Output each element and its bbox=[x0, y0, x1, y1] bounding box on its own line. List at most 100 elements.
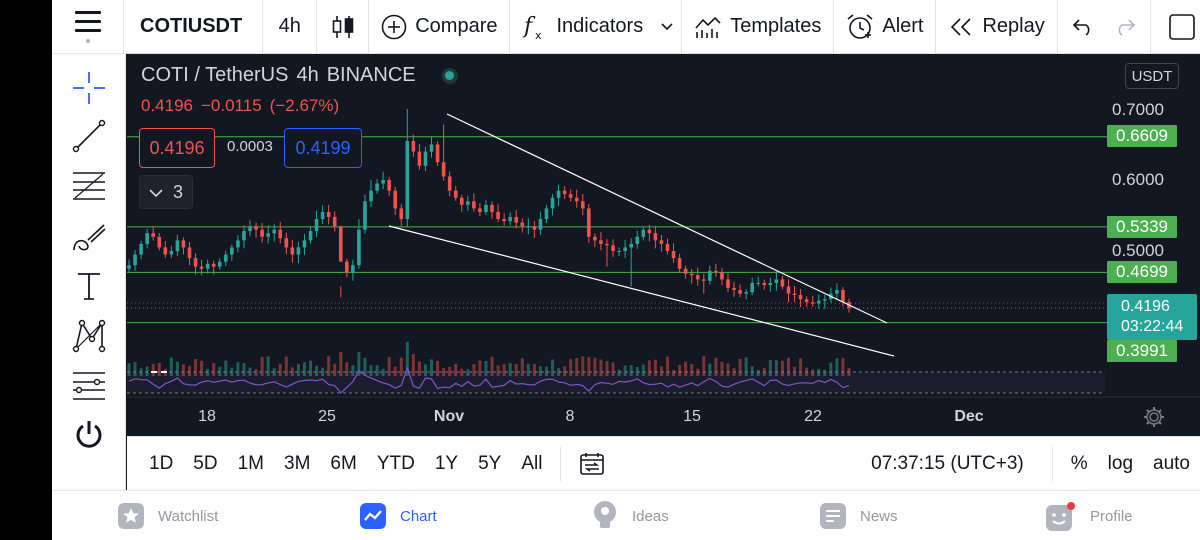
wedge-lower-trendline bbox=[388, 225, 895, 357]
volume-bar bbox=[357, 352, 361, 376]
clock-timezone[interactable]: 07:37:15 (UTC+3) bbox=[871, 452, 1024, 474]
range-6m[interactable]: 6M bbox=[330, 452, 357, 474]
power-tool[interactable] bbox=[52, 414, 126, 454]
range-1y[interactable]: 1Y bbox=[434, 452, 459, 474]
redo-button[interactable] bbox=[1104, 0, 1151, 54]
range-5y[interactable]: 5Y bbox=[478, 452, 502, 474]
level-label[interactable]: 0.5339 bbox=[1107, 216, 1177, 238]
volume-bar bbox=[466, 369, 470, 376]
candle-body bbox=[587, 208, 591, 237]
nav-ideas[interactable]: Ideas bbox=[592, 491, 669, 540]
volume-bar bbox=[327, 356, 331, 376]
text-tool[interactable] bbox=[52, 266, 126, 306]
volume-bar bbox=[581, 356, 585, 376]
nav-watchlist[interactable]: Watchlist bbox=[118, 491, 218, 540]
legend-exchange: BINANCE bbox=[326, 64, 416, 86]
chart-canvas[interactable] bbox=[127, 54, 1200, 436]
volume-bar bbox=[659, 366, 663, 376]
level-label[interactable]: 0.4699 bbox=[1107, 261, 1177, 283]
candle-body bbox=[792, 293, 797, 296]
range-ytd[interactable]: YTD bbox=[376, 452, 415, 474]
candle-body bbox=[127, 265, 131, 269]
volume-bar bbox=[702, 356, 706, 376]
candle-body bbox=[647, 229, 652, 234]
volume-bar bbox=[532, 363, 536, 376]
indicators-collapse-button[interactable]: 3 bbox=[139, 175, 193, 209]
trendline-tool[interactable] bbox=[52, 116, 126, 156]
chart-type-button[interactable] bbox=[317, 0, 370, 54]
volume-bar bbox=[490, 356, 494, 376]
left-strip bbox=[0, 0, 52, 540]
replay-button[interactable]: Replay bbox=[936, 0, 1058, 54]
volume-bar bbox=[133, 362, 137, 376]
x-tick-label: 15 bbox=[683, 408, 701, 425]
volume-bar bbox=[575, 357, 579, 376]
volume-bar bbox=[793, 366, 797, 376]
candle-body bbox=[338, 226, 343, 262]
sell-button[interactable]: 0.4196 bbox=[139, 128, 215, 168]
candle-body bbox=[750, 282, 754, 293]
candle-body bbox=[466, 201, 470, 205]
menu-button[interactable] bbox=[52, 0, 124, 54]
replay-label: Replay bbox=[982, 15, 1045, 37]
volume-bar bbox=[520, 358, 524, 376]
volume-bar bbox=[605, 361, 609, 376]
crosshair-tool[interactable] bbox=[52, 68, 126, 108]
volume-bar bbox=[375, 365, 379, 376]
log-scale-toggle[interactable]: log bbox=[1107, 452, 1134, 474]
nav-profile[interactable]: Profile bbox=[1046, 491, 1133, 540]
nav-news[interactable]: News bbox=[820, 491, 898, 540]
ranges-divider bbox=[1051, 446, 1053, 481]
x-tick-label: 18 bbox=[198, 408, 216, 425]
candles-icon bbox=[332, 15, 354, 38]
range-1m[interactable]: 1M bbox=[237, 452, 264, 474]
percent-scale-toggle[interactable]: % bbox=[1070, 452, 1088, 474]
measure-tool[interactable] bbox=[52, 366, 126, 406]
interval-button[interactable]: 4h bbox=[263, 0, 318, 54]
volume-bar bbox=[478, 360, 482, 376]
buy-button[interactable]: 0.4199 bbox=[284, 128, 362, 168]
volume-bar bbox=[181, 364, 185, 376]
volume-bar bbox=[175, 361, 179, 376]
power-icon bbox=[76, 421, 102, 448]
go-to-date-button[interactable] bbox=[569, 452, 615, 476]
chart-settings-button[interactable] bbox=[1143, 406, 1165, 433]
level-label[interactable]: 0.6609 bbox=[1107, 125, 1177, 147]
candle-body bbox=[459, 197, 464, 205]
volume-bar bbox=[780, 360, 784, 376]
fib-tool[interactable] bbox=[52, 166, 126, 206]
volume-bar bbox=[551, 359, 555, 376]
level-label[interactable]: 0.3991 bbox=[1107, 340, 1177, 362]
compare-button[interactable]: Compare bbox=[369, 0, 511, 54]
candle-body bbox=[447, 176, 452, 191]
pattern-tool[interactable] bbox=[52, 316, 126, 356]
fullscreen-button[interactable] bbox=[1151, 0, 1195, 54]
currency-button[interactable]: USDT bbox=[1125, 63, 1179, 89]
candle-body bbox=[308, 231, 313, 241]
range-5d[interactable]: 5D bbox=[193, 452, 218, 474]
symbol-search-button[interactable]: COTIUSDT bbox=[124, 0, 264, 54]
candle-body bbox=[835, 290, 839, 294]
rsi-line bbox=[128, 366, 850, 394]
range-1d[interactable]: 1D bbox=[149, 452, 174, 474]
bar-countdown: 03:22:44 bbox=[1121, 318, 1184, 335]
candle-body bbox=[689, 273, 694, 276]
volume-bar bbox=[829, 362, 833, 376]
auto-scale-toggle[interactable]: auto bbox=[1153, 452, 1190, 474]
undo-button[interactable] bbox=[1058, 0, 1104, 54]
range-all[interactable]: All bbox=[521, 452, 543, 474]
chart-legend-title: COTI / TetherUS 4h BINANCE bbox=[141, 64, 458, 87]
brush-tool[interactable] bbox=[52, 218, 126, 258]
alert-button[interactable]: Alert bbox=[834, 0, 937, 54]
x-tick-label: 22 bbox=[804, 408, 822, 425]
templates-button[interactable]: Templates bbox=[682, 0, 835, 54]
volume-bar bbox=[423, 364, 427, 376]
candle-body bbox=[151, 233, 156, 237]
nav-chart[interactable]: Chart bbox=[360, 491, 437, 540]
chart-pane[interactable]: COTI / TetherUS 4h BINANCE 0.4196 −0.0115… bbox=[127, 54, 1200, 436]
candle-body bbox=[798, 295, 803, 300]
range-3m[interactable]: 3M bbox=[284, 452, 311, 474]
